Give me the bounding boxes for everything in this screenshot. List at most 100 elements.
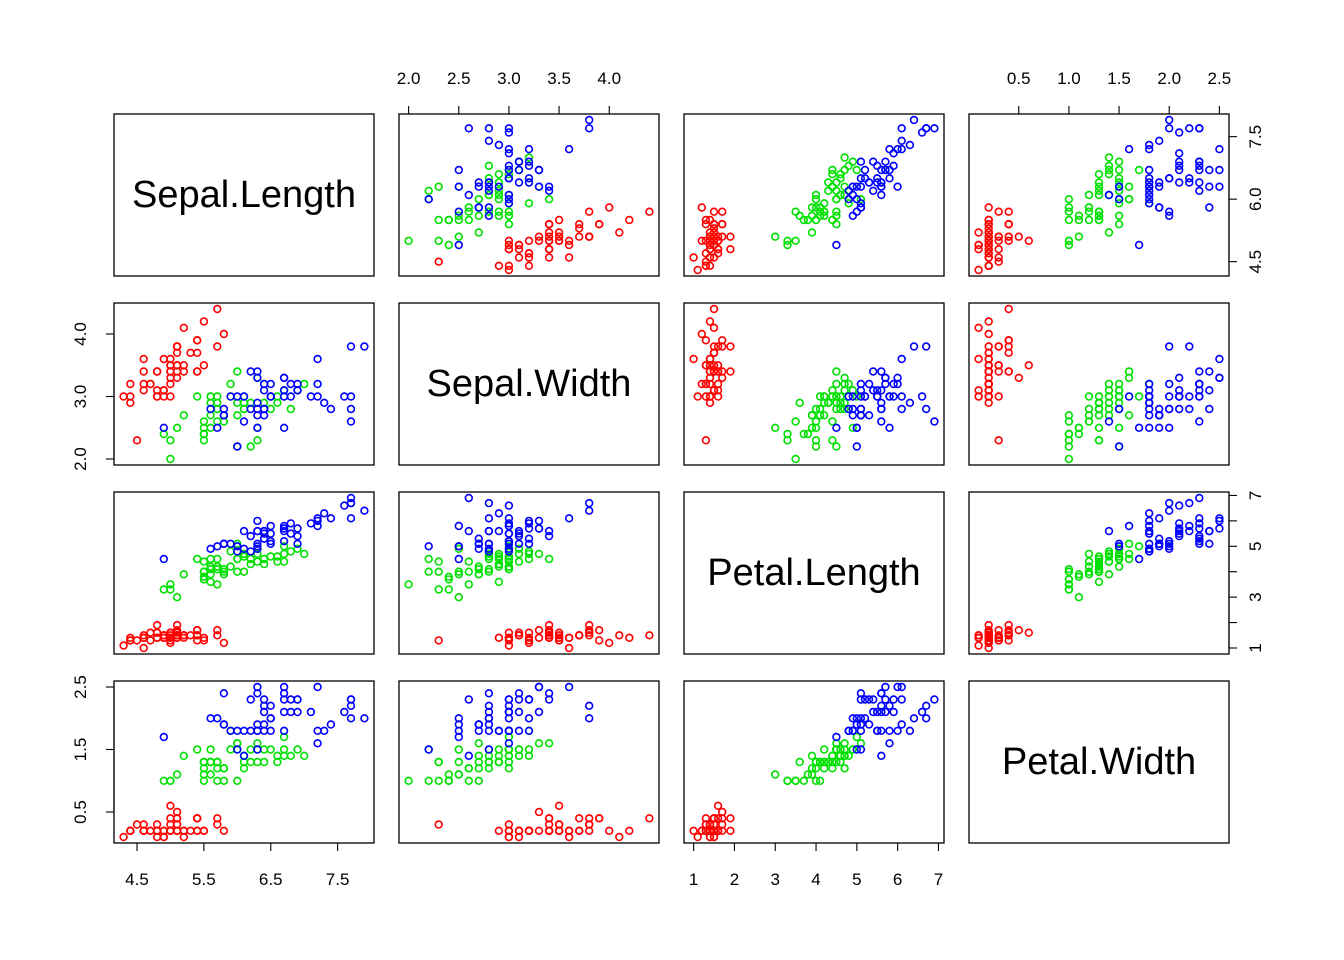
point-virginica bbox=[219, 539, 229, 548]
point-setosa bbox=[1004, 304, 1013, 314]
point-setosa bbox=[717, 826, 727, 835]
point-setosa bbox=[701, 249, 711, 258]
point-versicolor bbox=[300, 549, 309, 559]
point-versicolor bbox=[1124, 411, 1134, 420]
point-versicolor bbox=[239, 552, 249, 561]
point-versicolor bbox=[1094, 186, 1104, 196]
point-setosa bbox=[524, 249, 534, 258]
point-setosa bbox=[524, 236, 534, 246]
point-virginica bbox=[564, 145, 574, 154]
point-virginica bbox=[253, 404, 262, 414]
point-versicolor bbox=[828, 182, 837, 191]
point-versicolor bbox=[815, 207, 825, 216]
point-setosa bbox=[984, 628, 993, 637]
point-virginica bbox=[524, 174, 534, 183]
point-setosa bbox=[139, 643, 148, 653]
point-setosa bbox=[984, 636, 993, 645]
point-versicolor bbox=[783, 776, 792, 785]
point-virginica bbox=[885, 423, 894, 432]
point-setosa bbox=[994, 257, 1003, 266]
point-virginica bbox=[454, 182, 463, 191]
point-versicolor bbox=[404, 580, 413, 589]
point-setosa bbox=[564, 236, 574, 246]
point-virginica bbox=[872, 178, 882, 187]
point-versicolor bbox=[246, 442, 255, 451]
point-virginica bbox=[424, 195, 433, 204]
point-setosa bbox=[166, 636, 175, 645]
point-setosa bbox=[504, 240, 514, 250]
point-versicolor bbox=[444, 776, 453, 785]
point-virginica bbox=[313, 682, 322, 692]
point-versicolor bbox=[791, 454, 800, 464]
x-tick-label: 6 bbox=[893, 870, 902, 889]
point-virginica bbox=[1114, 404, 1124, 414]
point-versicolor bbox=[504, 764, 514, 773]
point-versicolor bbox=[166, 436, 175, 445]
point-setosa bbox=[1004, 636, 1013, 645]
point-setosa bbox=[645, 631, 654, 640]
point-setosa bbox=[1024, 236, 1034, 246]
point-virginica bbox=[206, 544, 215, 553]
point-setosa bbox=[713, 342, 723, 351]
point-virginica bbox=[1134, 240, 1144, 250]
point-versicolor bbox=[1064, 580, 1074, 589]
point-versicolor bbox=[1114, 178, 1124, 187]
point-versicolor bbox=[791, 417, 800, 426]
point-setosa bbox=[504, 245, 514, 254]
point-versicolor bbox=[1064, 564, 1074, 574]
point-virginica bbox=[877, 726, 886, 735]
point-versicolor bbox=[179, 570, 189, 579]
point-virginica bbox=[881, 682, 890, 692]
point-setosa bbox=[544, 814, 554, 823]
point-setosa bbox=[544, 633, 554, 642]
point-versicolor bbox=[172, 592, 182, 602]
point-versicolor bbox=[253, 757, 262, 767]
point-virginica bbox=[1164, 539, 1174, 548]
x-tick-label: 1 bbox=[689, 870, 698, 889]
point-setosa bbox=[625, 826, 634, 835]
point-virginica bbox=[893, 145, 902, 154]
point-virginica bbox=[1114, 542, 1124, 551]
point-virginica bbox=[1195, 524, 1204, 533]
point-setosa bbox=[984, 317, 993, 326]
point-virginica bbox=[340, 392, 349, 401]
point-virginica bbox=[921, 701, 931, 710]
point-virginica bbox=[504, 124, 514, 133]
point-virginica bbox=[584, 506, 594, 515]
point-versicolor bbox=[815, 757, 825, 767]
point-setosa bbox=[705, 373, 715, 382]
point-versicolor bbox=[233, 567, 242, 576]
point-versicolor bbox=[1064, 203, 1074, 212]
point-versicolor bbox=[1104, 570, 1114, 579]
point-versicolor bbox=[273, 552, 282, 561]
point-virginica bbox=[484, 178, 494, 187]
point-virginica bbox=[484, 701, 494, 710]
point-setosa bbox=[139, 633, 148, 642]
point-virginica bbox=[346, 714, 356, 723]
point-versicolor bbox=[1114, 423, 1124, 432]
point-virginica bbox=[484, 124, 494, 133]
point-setosa bbox=[544, 620, 554, 630]
point-virginica bbox=[474, 544, 483, 553]
point-versicolor bbox=[454, 592, 463, 602]
point-virginica bbox=[484, 498, 494, 508]
point-versicolor bbox=[1064, 454, 1074, 464]
point-setosa bbox=[554, 232, 564, 241]
point-setosa bbox=[701, 336, 711, 345]
point-versicolor bbox=[1104, 228, 1114, 237]
point-versicolor bbox=[844, 199, 853, 208]
point-virginica bbox=[474, 720, 483, 729]
x-tick-label: 7.5 bbox=[326, 870, 350, 889]
point-virginica bbox=[484, 544, 494, 553]
point-setosa bbox=[564, 240, 574, 250]
point-virginica bbox=[877, 165, 886, 175]
point-versicolor bbox=[1124, 195, 1134, 204]
point-virginica bbox=[504, 149, 514, 158]
point-virginica bbox=[226, 392, 235, 401]
point-virginica bbox=[340, 501, 349, 510]
point-virginica bbox=[524, 539, 534, 548]
x-tick-label: 4.0 bbox=[597, 69, 621, 88]
point-virginica bbox=[885, 726, 894, 735]
point-setosa bbox=[193, 625, 202, 635]
point-setosa bbox=[172, 620, 182, 630]
